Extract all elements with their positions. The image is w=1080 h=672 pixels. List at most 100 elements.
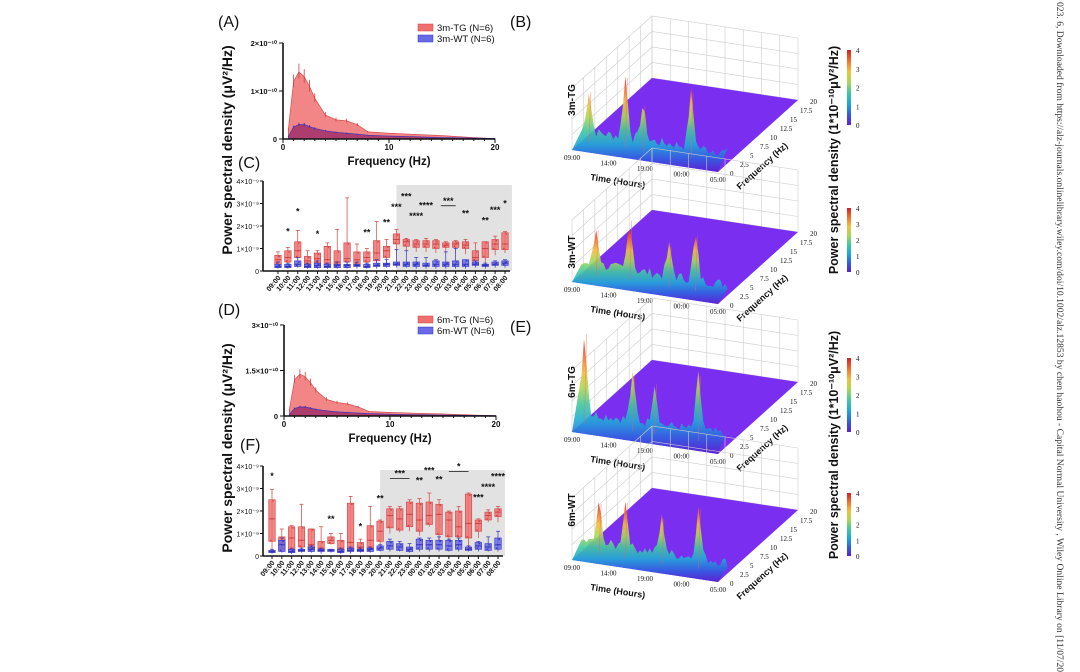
frequency-tick-label: 0 xyxy=(730,452,734,460)
data-point xyxy=(321,541,324,544)
spectrum-chart-d: 3×10⁻¹⁰ 1.5×10⁻¹⁰ 00 10 20 Frequency (Hz) 6m-T… xyxy=(245,315,501,445)
data-point xyxy=(315,265,318,268)
data-point xyxy=(317,253,320,255)
data-point xyxy=(396,234,399,236)
data-point xyxy=(446,243,448,245)
frequency-tick-label: 5 xyxy=(750,284,754,292)
box xyxy=(445,511,453,538)
data-point xyxy=(446,534,449,537)
y-tick-label: 0 xyxy=(255,269,259,276)
spike xyxy=(598,503,602,555)
box-3m-TG-08:00 xyxy=(501,231,509,253)
data-point xyxy=(285,260,288,262)
data-point xyxy=(398,546,401,548)
data-point xyxy=(439,504,442,507)
box-3m-WT-02:00 xyxy=(442,251,450,269)
data-point xyxy=(427,522,429,525)
box-6m-WT-21:00 xyxy=(386,538,394,552)
spike xyxy=(595,230,599,276)
colorbar-tick-label: 1 xyxy=(856,537,860,545)
time-axis-label: Time (Hours) xyxy=(590,304,646,322)
data-point xyxy=(300,549,303,552)
frequency-tick-label: 0 xyxy=(730,580,734,588)
box xyxy=(494,537,502,550)
grid-line xyxy=(571,344,799,417)
grid-line xyxy=(571,313,799,386)
data-point xyxy=(498,509,501,511)
data-point xyxy=(438,543,440,546)
frequency-tick-label: 7.5 xyxy=(760,553,769,561)
significance-marker: * xyxy=(296,206,300,216)
data-point xyxy=(279,549,282,552)
data-point xyxy=(347,243,350,245)
box-6m-WT-10:00 xyxy=(278,537,286,553)
significance-marker: ** xyxy=(377,494,385,504)
frequency-tick-label: 17.5 xyxy=(800,239,813,247)
frequency-tick-label: 12.5 xyxy=(780,535,793,543)
grid-line xyxy=(571,62,799,135)
data-point xyxy=(484,264,487,267)
data-point xyxy=(467,548,470,551)
data-point xyxy=(354,262,357,264)
data-point xyxy=(495,239,498,242)
data-point xyxy=(299,549,302,552)
frequency-tick-label: 2.5 xyxy=(740,161,749,169)
colorbar-tick-label: 3 xyxy=(856,66,860,74)
data-point xyxy=(409,547,412,549)
data-point xyxy=(292,549,294,552)
surface-ridge xyxy=(572,76,728,172)
box-3m-WT-20:00 xyxy=(383,259,391,268)
data-point xyxy=(437,532,439,535)
box-3m-WT-03:00 xyxy=(452,248,460,269)
y-tick-label: 2×10⁻¹⁰ xyxy=(251,39,278,48)
box-6m-TG-19:00 xyxy=(366,506,374,552)
panel-label-b: (B) xyxy=(510,14,531,31)
box-3m-WT-16:00 xyxy=(343,261,351,269)
box-6m-TG-20:00 xyxy=(376,519,384,547)
data-point xyxy=(325,265,327,268)
box-3m-WT-06:00 xyxy=(481,262,489,269)
colorbar-tick-label: 4 xyxy=(856,490,860,498)
box-3m-TG-13:00 xyxy=(313,250,322,267)
data-point xyxy=(433,264,436,267)
significance-marker: ** xyxy=(383,218,391,228)
data-point xyxy=(404,244,406,246)
data-point xyxy=(367,264,369,267)
data-point xyxy=(338,550,341,553)
box-3m-WT-18:00 xyxy=(363,262,371,269)
data-point xyxy=(433,246,436,249)
data-point xyxy=(498,538,501,540)
boxplot-chart-f: 4×10⁻⁹3×10⁻⁹2×10⁻⁹1×10⁻⁹009:0010:0011:00… xyxy=(237,462,506,578)
colorbar-tick-label: 2 xyxy=(856,522,860,530)
box-6m-TG-09:00 xyxy=(268,489,276,552)
colorbar: 0 1 2 3 4 xyxy=(847,205,860,277)
data-point xyxy=(474,256,477,259)
legend-swatch xyxy=(417,23,434,32)
data-point xyxy=(299,545,302,547)
time-tick-label: 19:00 xyxy=(637,165,653,173)
data-point xyxy=(463,264,466,267)
legend-label: 6m-WT (N=6) xyxy=(437,326,495,337)
panel-group-label: 3m-TG xyxy=(567,84,578,116)
frequency-tick-label: 17.5 xyxy=(800,107,813,115)
data-point xyxy=(418,519,421,521)
legend-swatch xyxy=(417,34,434,43)
grid-line xyxy=(571,297,799,371)
data-point xyxy=(331,537,333,539)
box-6m-WT-04:00 xyxy=(455,537,463,552)
data-point xyxy=(468,494,471,497)
y-tick-label: 1.5×10⁻¹⁰ xyxy=(245,367,279,376)
data-point xyxy=(400,509,402,511)
data-point xyxy=(464,263,467,266)
significance-marker: ** xyxy=(327,514,335,524)
x-tick-label: 10 xyxy=(386,420,395,429)
panel-label-f: (F) xyxy=(240,437,260,454)
frequency-tick-label: 15 xyxy=(790,248,798,256)
data-point xyxy=(436,240,438,243)
y-tick-label: 2×10⁻⁹ xyxy=(237,509,259,516)
box xyxy=(383,245,391,258)
frequency-tick-label: 10 xyxy=(770,544,778,552)
data-point xyxy=(505,261,508,263)
data-point xyxy=(328,541,331,544)
box xyxy=(402,239,410,247)
